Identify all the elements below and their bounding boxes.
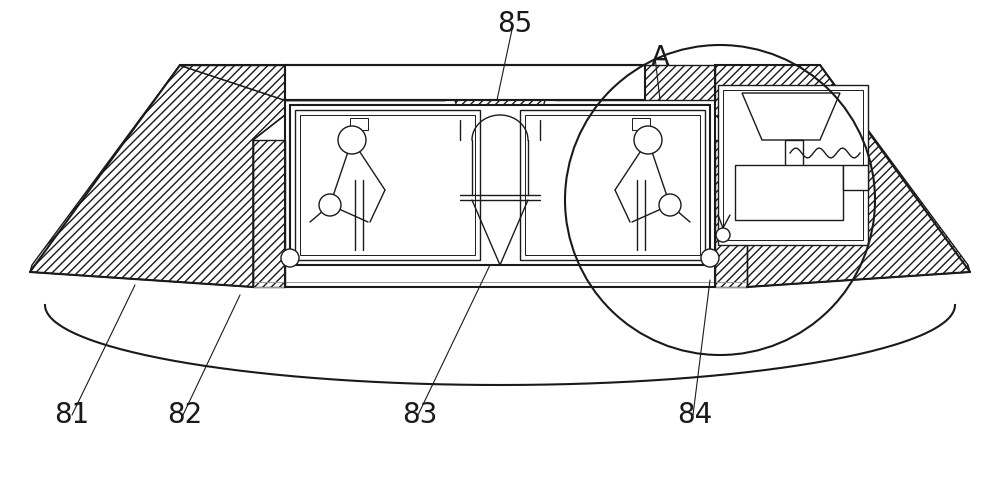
Text: 85: 85 — [497, 10, 533, 38]
Bar — [718, 85, 868, 245]
Circle shape — [634, 126, 662, 154]
Polygon shape — [253, 140, 285, 287]
Polygon shape — [555, 65, 715, 100]
Circle shape — [281, 249, 299, 267]
Circle shape — [716, 228, 730, 242]
Polygon shape — [30, 65, 285, 287]
Text: 84: 84 — [677, 401, 713, 429]
Bar — [785, 140, 803, 167]
Circle shape — [338, 126, 366, 154]
Bar — [525, 115, 700, 255]
Polygon shape — [715, 140, 747, 287]
Bar — [735, 165, 843, 220]
Polygon shape — [180, 65, 445, 100]
Bar — [350, 118, 368, 130]
Polygon shape — [715, 65, 970, 287]
Bar — [723, 90, 863, 240]
Circle shape — [659, 194, 681, 216]
Circle shape — [319, 194, 341, 216]
Text: 81: 81 — [54, 401, 90, 429]
Circle shape — [701, 249, 719, 267]
Bar — [632, 118, 650, 130]
Bar — [300, 115, 475, 255]
Polygon shape — [742, 93, 840, 140]
Bar — [290, 105, 710, 265]
Text: 82: 82 — [167, 401, 203, 429]
Polygon shape — [455, 100, 545, 120]
Bar — [295, 110, 480, 260]
Bar — [285, 65, 645, 100]
Bar — [520, 110, 705, 260]
Polygon shape — [180, 65, 445, 100]
Text: 83: 83 — [402, 401, 438, 429]
Polygon shape — [843, 165, 868, 190]
Text: A: A — [650, 44, 670, 72]
